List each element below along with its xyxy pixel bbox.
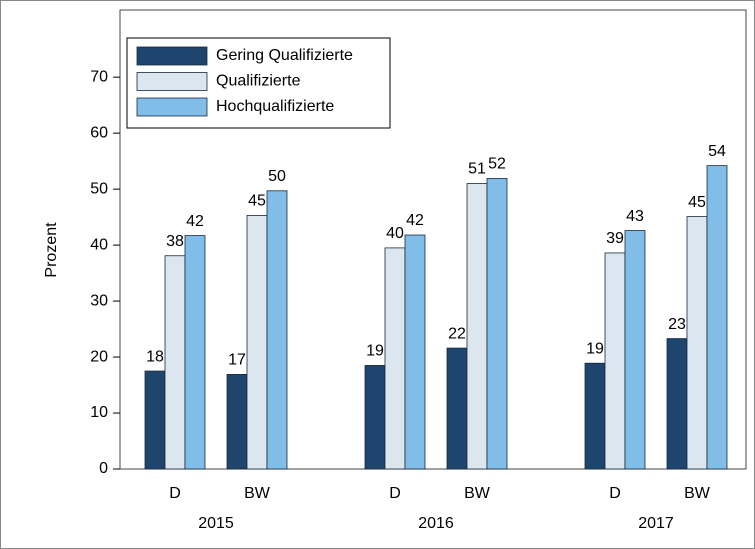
group-label: 2015 [198,515,234,532]
bar [446,347,468,470]
group-label: 2017 [638,515,674,532]
bar [144,370,166,470]
data-label: 19 [366,343,384,360]
y-tick-label: 50 [90,180,108,197]
x-tick-label: BW [464,485,491,502]
y-tick-label: 30 [90,292,108,309]
data-label: 39 [606,230,624,247]
bar [584,362,606,470]
bar [404,234,426,470]
data-label: 42 [406,212,424,229]
y-tick-label: 0 [99,460,108,477]
plot-area [119,9,747,470]
data-label: 23 [668,316,686,333]
legend-label: Hochqualifizierte [216,98,334,115]
data-label: 45 [248,193,266,210]
bar [686,216,708,470]
bar [384,247,406,470]
y-tick-label: 20 [90,348,108,365]
bar [466,183,488,470]
data-label: 22 [448,325,466,342]
data-label: 38 [166,233,184,250]
data-label: 42 [186,213,204,230]
legend-label: Gering Qualifizierte [216,47,353,64]
bar [666,338,688,470]
legend-swatch [136,46,208,66]
bar [246,215,268,470]
bar [624,230,646,470]
data-label: 43 [626,208,644,225]
bar [164,255,186,470]
bar [486,178,508,470]
data-label: 18 [146,348,164,365]
bar [184,235,206,470]
y-tick-label: 10 [90,404,108,421]
bar [266,190,288,470]
data-label: 40 [386,225,404,242]
x-tick-label: BW [684,485,711,502]
legend-swatch [136,97,208,117]
x-tick-label: BW [244,485,271,502]
legend-label: Qualifizierte [216,73,301,90]
y-tick-label: 70 [90,68,108,85]
y-axis-label: Prozent [43,222,60,278]
data-label: 54 [708,143,726,160]
x-tick-label: D [609,485,621,502]
data-label: 17 [228,352,246,369]
y-tick-label: 60 [90,124,108,141]
data-label: 50 [268,168,286,185]
x-tick-label: D [389,485,401,502]
data-label: 19 [586,340,604,357]
y-tick-label: 40 [90,236,108,253]
bar [604,252,626,470]
bar [226,374,248,470]
x-tick-label: D [169,485,181,502]
bar [364,365,386,470]
bar [706,165,728,470]
data-label: 51 [468,161,486,178]
data-label: 52 [488,156,506,173]
group-label: 2016 [418,515,454,532]
data-label: 45 [688,194,706,211]
legend-swatch [136,72,208,91]
